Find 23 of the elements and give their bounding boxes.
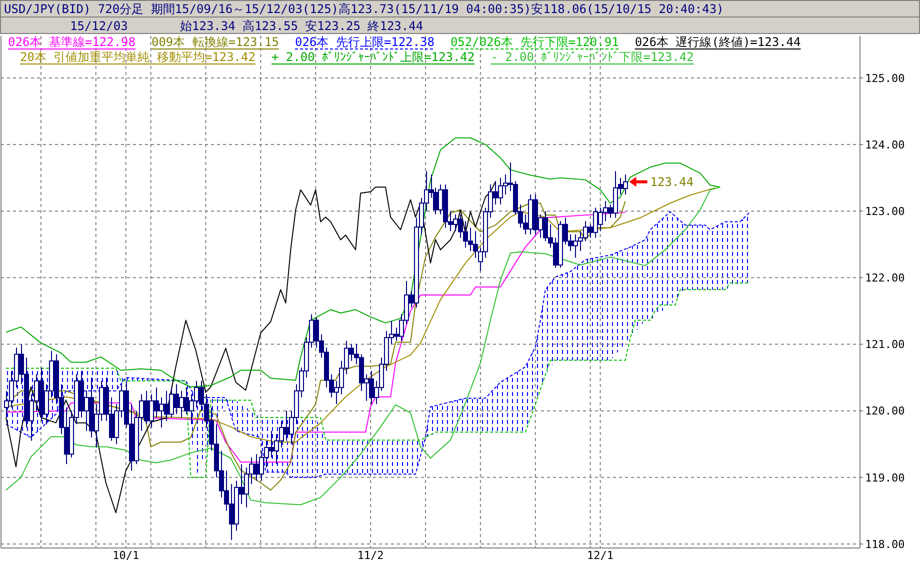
- y-tick-label: 121.00: [865, 338, 905, 352]
- text: 026本 基準線=122.98: [8, 35, 136, 49]
- x-tick-label: 11/2: [357, 549, 384, 562]
- y-tick-label: 122.00: [865, 272, 905, 285]
- text: 始123.34 高123.55 安123.25 終123.44: [180, 19, 424, 33]
- text: - 2.00 ﾎﾞﾘﾝｼﾞｬｰﾊﾞﾝﾄﾞ下限=123.42: [490, 50, 694, 64]
- y-tick-label: 124.00: [865, 138, 905, 152]
- chart-title: USD/JPY(BID) 720分足 期間15/09/16～15/12/03(125)高123.73(15/11/19 04:00:35)安118.06(15/10/15 20:40:43): [4, 2, 724, 16]
- text: 009本 転換線=123.15: [151, 35, 279, 49]
- y-tick-label: 120.00: [865, 404, 905, 418]
- text: 20本 引値加重平均単純 移動平均=123.42: [20, 50, 256, 64]
- y-tick-label: 119.00: [865, 471, 905, 484]
- text: 026本 先行上限=122.38: [294, 35, 434, 49]
- y-tick-label: 125.00: [865, 72, 905, 85]
- y-tick-label: 123.00: [865, 204, 905, 218]
- text: + 2.00 ﾎﾞﾘﾝｼﾞｬｰﾊﾞﾝﾄﾞ上限=123.42: [271, 50, 475, 64]
- chart-subtitle: 15/12/03: [70, 19, 128, 33]
- annotation: 123.44: [650, 175, 694, 190]
- x-tick-label: 10/1: [112, 549, 140, 562]
- x-tick-label: 12/1: [587, 549, 614, 562]
- text: 052/026本 先行下限=120.91: [450, 35, 619, 49]
- text: 026本 遅行線(終値)=123.44: [634, 35, 801, 49]
- y-tick-label: 118.00: [865, 538, 905, 551]
